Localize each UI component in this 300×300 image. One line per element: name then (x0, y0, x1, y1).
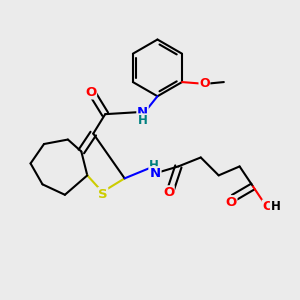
Text: O: O (85, 86, 97, 99)
Text: H: H (271, 200, 281, 213)
Text: O: O (199, 77, 210, 90)
Text: N: N (150, 167, 161, 180)
Text: O: O (262, 200, 274, 213)
Text: H: H (149, 159, 159, 172)
Text: O: O (163, 186, 174, 199)
Text: S: S (98, 188, 108, 201)
Text: H: H (138, 114, 148, 127)
Text: O: O (226, 196, 237, 209)
Text: N: N (137, 106, 148, 118)
